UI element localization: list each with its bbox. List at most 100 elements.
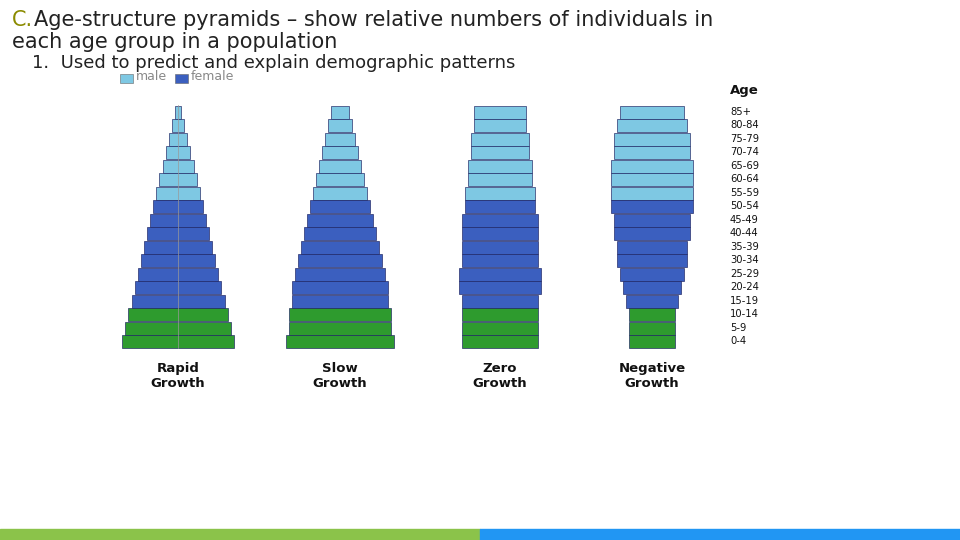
Bar (471, 133, 529, 145)
Bar (331, 106, 349, 118)
Bar (629, 308, 675, 321)
Text: female: female (191, 71, 234, 84)
Bar (137, 268, 218, 280)
Bar (612, 173, 692, 186)
Bar (614, 227, 689, 240)
Bar (463, 308, 538, 321)
Bar (474, 119, 526, 132)
Bar (480, 529, 960, 540)
Bar (463, 295, 538, 307)
Text: male: male (136, 71, 167, 84)
Bar (466, 187, 535, 199)
Text: Age: Age (730, 84, 758, 97)
Bar (156, 187, 200, 199)
Bar (313, 187, 367, 199)
Text: 40-44: 40-44 (730, 228, 758, 238)
Bar (466, 200, 535, 213)
Bar (612, 200, 692, 213)
Bar (141, 254, 215, 267)
Bar (474, 106, 526, 118)
Bar (463, 214, 538, 226)
Text: Age-structure pyramids – show relative numbers of individuals in: Age-structure pyramids – show relative n… (34, 10, 713, 30)
Text: 75-79: 75-79 (730, 134, 759, 144)
Bar (614, 133, 689, 145)
Bar (0, 529, 480, 540)
Bar (325, 133, 355, 145)
Bar (289, 308, 391, 321)
Bar (620, 268, 684, 280)
Bar (301, 241, 379, 253)
Bar (126, 322, 230, 334)
Text: Zero
Growth: Zero Growth (472, 362, 527, 390)
Bar (307, 214, 373, 226)
Text: 35-39: 35-39 (730, 242, 758, 252)
Bar (468, 160, 532, 172)
Bar (471, 146, 529, 159)
Bar (134, 281, 222, 294)
Bar (463, 227, 538, 240)
Bar (295, 268, 385, 280)
Bar (292, 281, 388, 294)
Text: 15-19: 15-19 (730, 296, 759, 306)
Bar (147, 227, 209, 240)
Bar (629, 322, 675, 334)
Bar (617, 254, 686, 267)
Bar (292, 295, 388, 307)
Bar (612, 187, 692, 199)
Text: 20-24: 20-24 (730, 282, 758, 292)
Bar (460, 268, 540, 280)
Text: Rapid
Growth: Rapid Growth (151, 362, 205, 390)
Bar (129, 308, 228, 321)
Bar (122, 335, 234, 348)
Bar (623, 281, 681, 294)
Bar (120, 74, 133, 83)
Bar (617, 119, 686, 132)
Bar (468, 173, 532, 186)
Bar (463, 241, 538, 253)
Bar (316, 173, 364, 186)
Text: 70-74: 70-74 (730, 147, 758, 157)
Bar (298, 254, 382, 267)
Text: 0-4: 0-4 (730, 336, 746, 346)
Bar (629, 335, 675, 348)
Text: 80-84: 80-84 (730, 120, 758, 130)
Bar (322, 146, 358, 159)
Bar (614, 214, 689, 226)
Bar (617, 241, 686, 253)
Bar (144, 241, 212, 253)
Text: Negative
Growth: Negative Growth (618, 362, 685, 390)
Text: 65-69: 65-69 (730, 161, 759, 171)
Text: 55-59: 55-59 (730, 188, 759, 198)
Bar (614, 146, 689, 159)
Bar (626, 295, 678, 307)
Bar (319, 160, 361, 172)
Bar (150, 214, 205, 226)
Text: 85+: 85+ (730, 107, 751, 117)
Bar (328, 119, 352, 132)
Text: 30-34: 30-34 (730, 255, 758, 265)
Text: C.: C. (12, 10, 34, 30)
Bar (169, 133, 187, 145)
Text: Slow
Growth: Slow Growth (313, 362, 368, 390)
Bar (175, 74, 188, 83)
Bar (162, 160, 194, 172)
Text: 5-9: 5-9 (730, 323, 746, 333)
Bar (132, 295, 225, 307)
Bar (165, 146, 190, 159)
Bar (612, 160, 692, 172)
Bar (463, 335, 538, 348)
Bar (463, 254, 538, 267)
Bar (159, 173, 197, 186)
Bar (175, 106, 181, 118)
Bar (154, 200, 203, 213)
Text: 1.  Used to predict and explain demographic patterns: 1. Used to predict and explain demograph… (32, 54, 516, 72)
Text: 60-64: 60-64 (730, 174, 758, 184)
Text: each age group in a population: each age group in a population (12, 32, 337, 52)
Bar (172, 119, 184, 132)
Text: 50-54: 50-54 (730, 201, 758, 211)
Text: 10-14: 10-14 (730, 309, 758, 319)
Bar (286, 335, 394, 348)
Bar (620, 106, 684, 118)
Text: 25-29: 25-29 (730, 269, 759, 279)
Bar (463, 322, 538, 334)
